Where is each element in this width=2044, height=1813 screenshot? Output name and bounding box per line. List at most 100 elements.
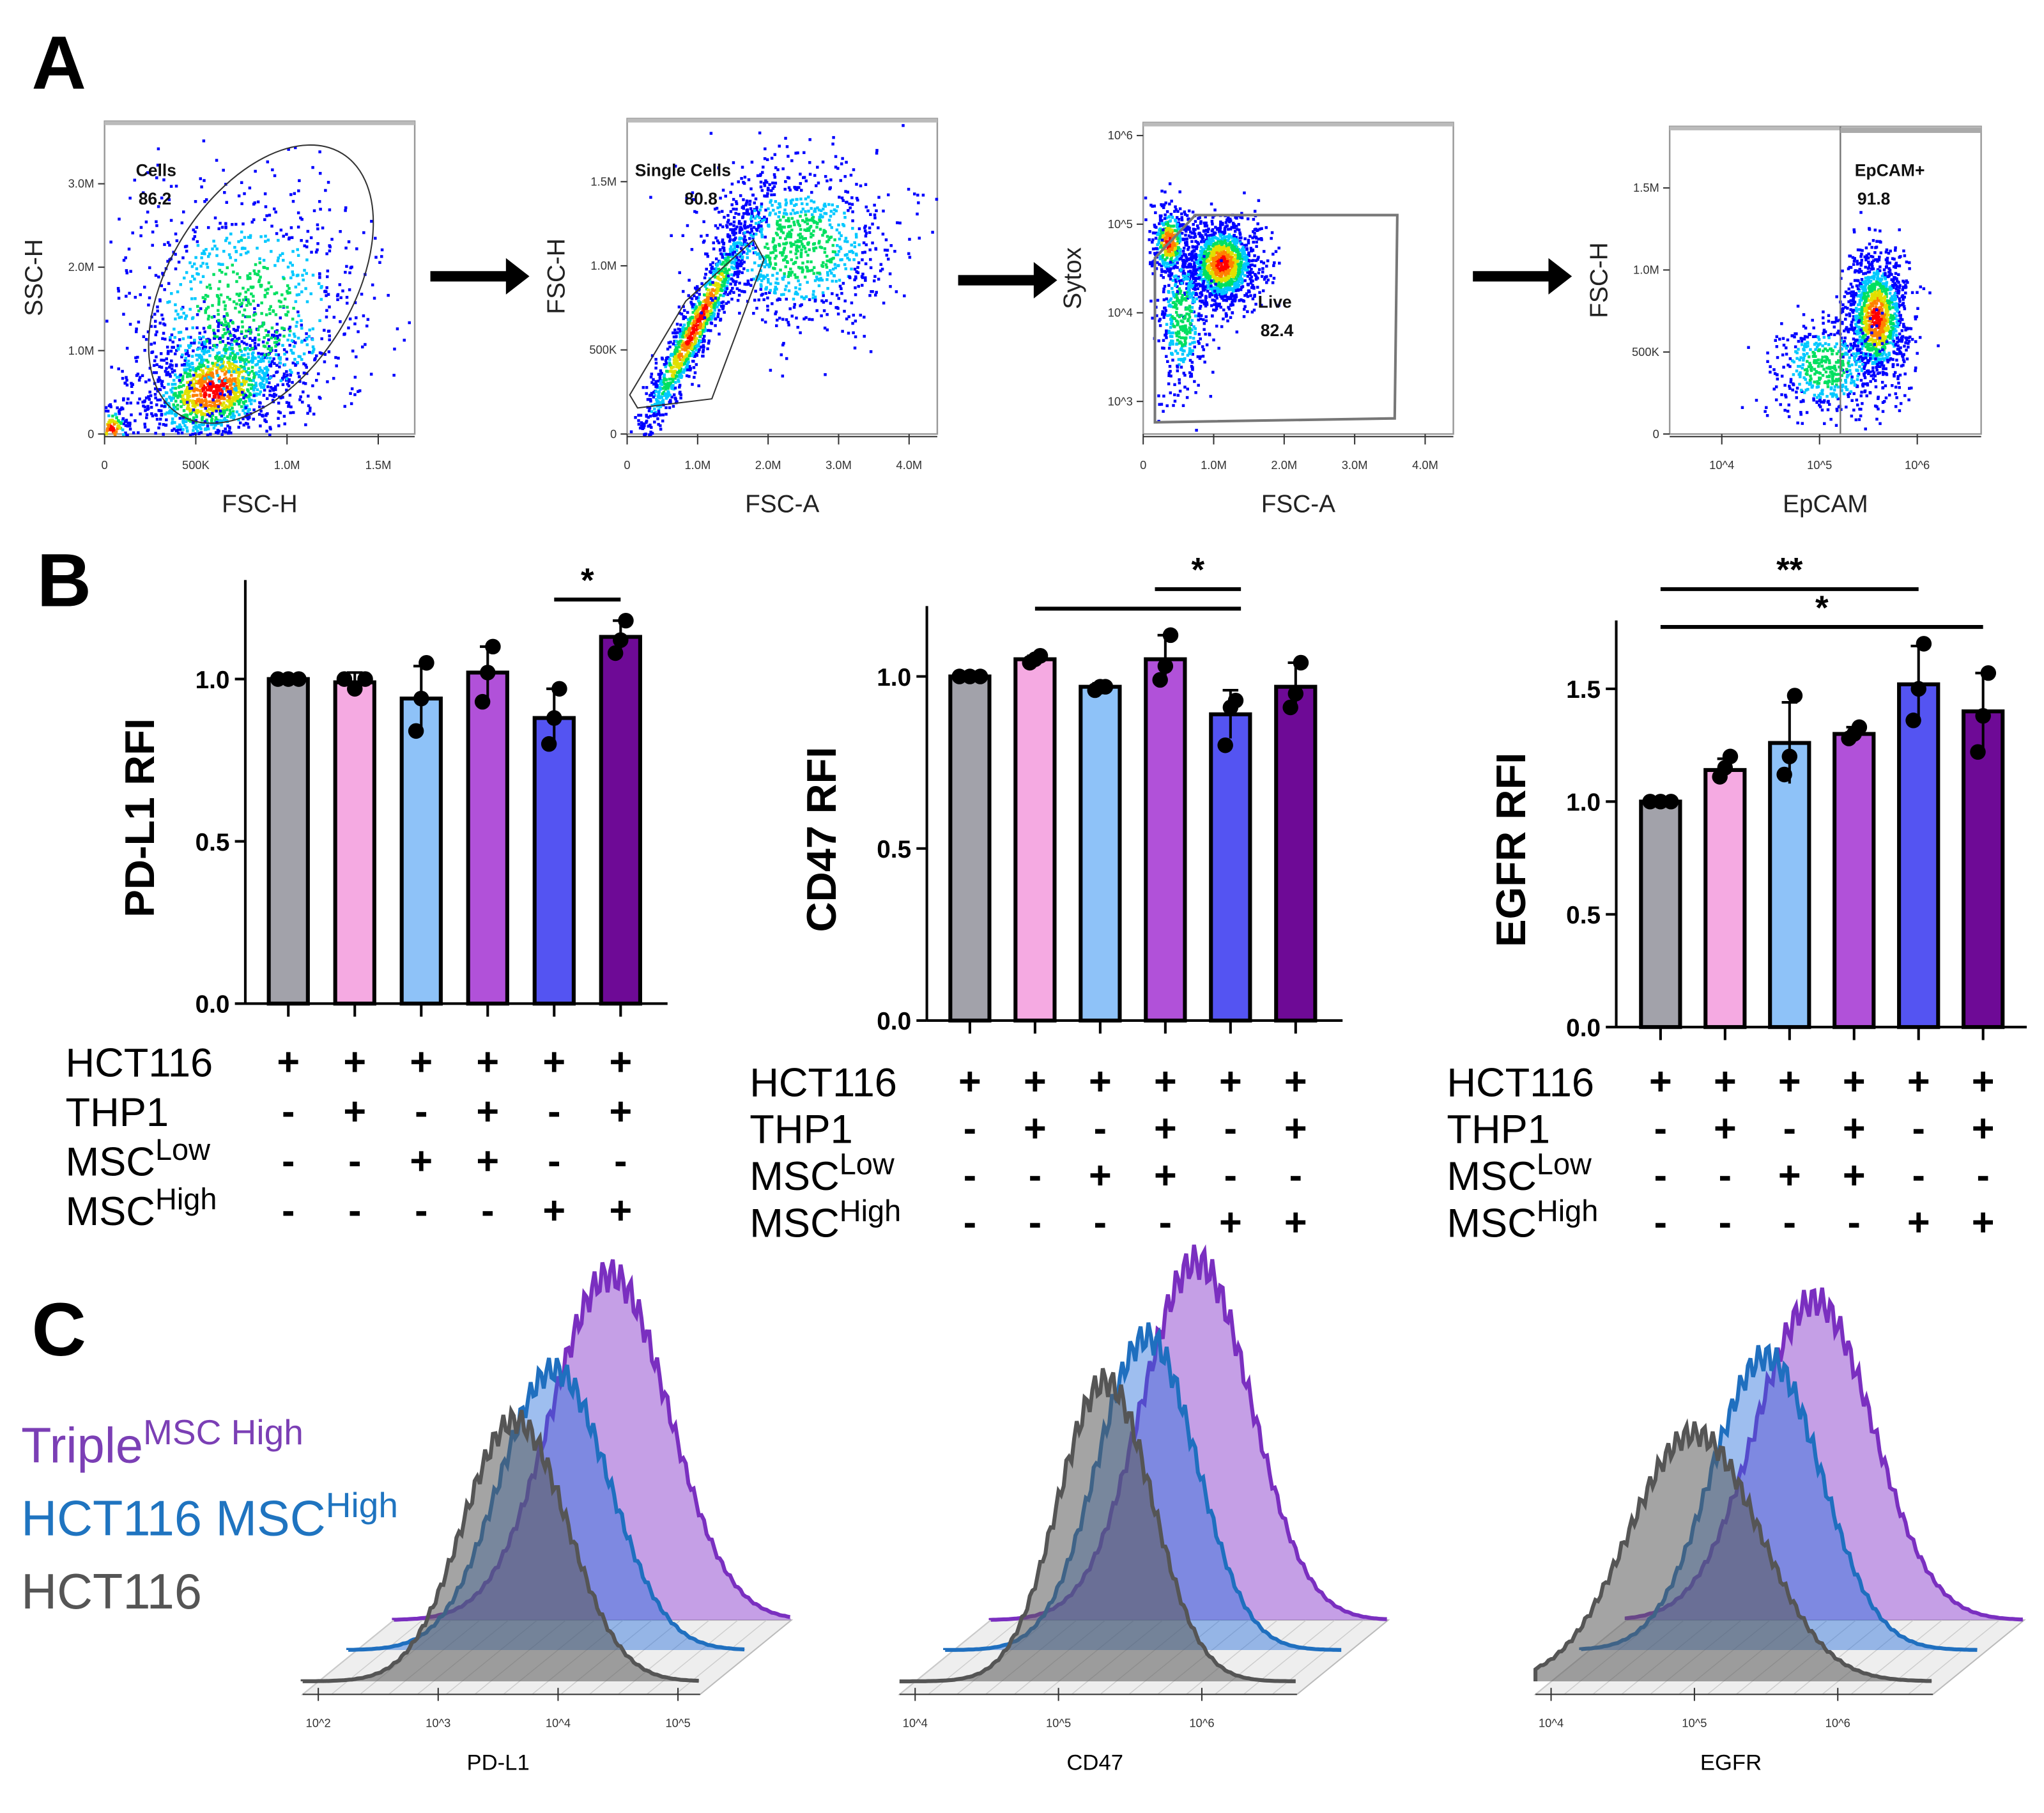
event-dot	[231, 406, 234, 410]
event-dot	[203, 395, 206, 399]
event-dot	[155, 224, 158, 228]
event-dot	[810, 199, 813, 203]
event-dot	[165, 418, 168, 422]
event-dot	[759, 275, 762, 278]
x-tick-label: 0	[102, 458, 108, 472]
event-dot	[873, 275, 877, 278]
event-dot	[735, 208, 738, 211]
event-dot	[125, 401, 129, 405]
event-dot	[196, 243, 200, 247]
event-dot	[245, 343, 249, 346]
event-dot	[176, 290, 180, 293]
event-dot	[182, 311, 185, 315]
event-dot	[196, 348, 199, 351]
event-dot	[682, 343, 686, 346]
event-dot	[747, 178, 751, 181]
event-dot	[667, 384, 670, 388]
event-dot	[201, 252, 204, 255]
event-dot	[225, 408, 229, 412]
event-dot	[687, 332, 691, 336]
event-dot	[279, 305, 282, 309]
event-dot	[763, 157, 767, 160]
event-dot	[851, 219, 854, 222]
event-dot	[199, 359, 203, 362]
event-dot	[812, 247, 815, 250]
event-dot	[223, 417, 227, 420]
event-dot	[808, 161, 811, 164]
event-dot	[243, 347, 247, 351]
event-dot	[778, 223, 782, 227]
event-dot	[358, 389, 362, 392]
event-dot	[237, 418, 240, 422]
event-dot	[214, 419, 217, 422]
event-dot	[169, 219, 173, 222]
event-dot	[170, 390, 174, 394]
event-dot	[243, 247, 247, 250]
event-dot	[344, 270, 347, 274]
event-dot	[179, 282, 183, 286]
event-dot	[746, 252, 749, 256]
event-dot	[282, 372, 286, 376]
event-dot	[1241, 266, 1245, 269]
event-dot	[831, 243, 835, 247]
event-dot	[197, 423, 201, 427]
event-dot	[886, 258, 890, 261]
event-dot	[677, 378, 680, 382]
event-dot	[1257, 237, 1261, 241]
event-dot	[267, 338, 270, 341]
event-dot	[174, 394, 178, 397]
event-dot	[1183, 291, 1187, 295]
event-dot	[869, 266, 873, 270]
event-dot	[712, 294, 716, 297]
event-dot	[798, 287, 801, 291]
event-dot	[315, 354, 318, 358]
event-dot	[714, 284, 718, 287]
event-dot	[229, 415, 233, 419]
event-dot	[272, 207, 276, 211]
event-dot	[661, 401, 665, 404]
event-dot	[156, 164, 160, 167]
event-dot	[194, 200, 197, 203]
event-dot	[141, 191, 145, 194]
event-dot	[668, 406, 672, 410]
event-dot	[650, 431, 654, 435]
event-dot	[194, 380, 198, 383]
event-dot	[200, 413, 203, 416]
event-dot	[704, 273, 707, 276]
event-dot	[226, 424, 229, 428]
event-dot	[158, 422, 162, 426]
event-dot	[1189, 274, 1193, 277]
event-dot	[254, 169, 257, 173]
event-dot	[774, 200, 778, 203]
event-dot	[258, 366, 262, 369]
event-dot	[242, 380, 245, 383]
event-dot	[720, 301, 723, 305]
event-dot	[155, 220, 158, 224]
event-dot	[126, 424, 130, 428]
event-dot	[749, 278, 753, 281]
event-dot	[170, 292, 173, 295]
event-dot	[742, 181, 746, 185]
event-dot	[298, 380, 302, 383]
event-dot	[810, 235, 813, 239]
event-dot	[639, 413, 643, 417]
event-dot	[222, 360, 225, 364]
event-dot	[691, 354, 694, 357]
event-dot	[246, 371, 250, 374]
event-dot	[664, 365, 667, 369]
event-dot	[128, 424, 132, 428]
event-dot	[721, 240, 724, 243]
event-dot	[236, 325, 240, 329]
event-dot	[1197, 242, 1200, 245]
event-dot	[176, 344, 180, 348]
event-dot	[730, 245, 733, 249]
event-dot	[1236, 279, 1239, 283]
event-dot	[243, 405, 247, 408]
event-dot	[156, 305, 159, 309]
event-dot	[686, 363, 689, 366]
event-dot	[804, 316, 808, 320]
event-dot	[249, 234, 252, 237]
event-dot	[273, 337, 277, 340]
event-dot	[660, 383, 664, 386]
event-dot	[233, 368, 236, 371]
